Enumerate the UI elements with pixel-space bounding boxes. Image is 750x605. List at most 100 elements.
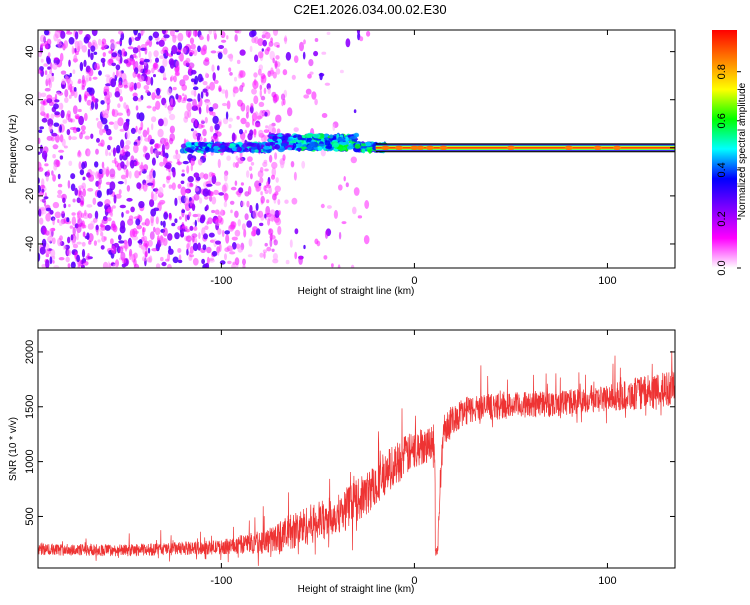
heatmap-cell bbox=[321, 51, 327, 55]
colorbar-ticks: 0.0 0.2 0.4 0.6 0.8 bbox=[716, 64, 741, 276]
heatmap-cell bbox=[60, 70, 67, 75]
heatmap-cell bbox=[52, 144, 59, 149]
heatmap-cell bbox=[128, 251, 132, 261]
heatmap-cell bbox=[337, 264, 341, 268]
heatmap-cell bbox=[153, 50, 159, 58]
heatmap-cell bbox=[272, 193, 277, 201]
heatmap-cell bbox=[133, 161, 140, 166]
heatmap-cell bbox=[240, 102, 246, 112]
heatmap-cell bbox=[373, 142, 377, 146]
figure-title: C2E1.2026.034.00.02.E30 bbox=[293, 2, 446, 17]
heatmap-cell bbox=[137, 73, 141, 79]
heatmap-cell bbox=[117, 112, 123, 116]
heatmap-cell bbox=[40, 206, 46, 211]
heatmap-cell bbox=[259, 84, 263, 91]
heatmap-cell bbox=[200, 214, 206, 222]
heatmap-cell bbox=[115, 64, 121, 71]
heatmap-cell bbox=[130, 127, 136, 134]
spectrogram-y-tick-label: -20 bbox=[24, 188, 36, 204]
heatmap-cell bbox=[124, 178, 127, 185]
heatmap-cell bbox=[197, 45, 201, 53]
signal-peak bbox=[416, 145, 425, 150]
heatmap-cell bbox=[52, 260, 55, 264]
heatmap-cell bbox=[321, 113, 328, 118]
heatmap-cell bbox=[264, 242, 268, 247]
heatmap-cell bbox=[101, 117, 108, 125]
heatmap-cell bbox=[92, 76, 98, 80]
signal-peak bbox=[439, 145, 448, 150]
heatmap-cell bbox=[68, 94, 72, 99]
heatmap-cell bbox=[194, 119, 198, 128]
heatmap-cell bbox=[84, 94, 88, 102]
heatmap-cell bbox=[182, 47, 187, 54]
heatmap-cell bbox=[219, 243, 222, 252]
heatmap-cell bbox=[128, 215, 134, 221]
heatmap-cell bbox=[260, 95, 266, 101]
heatmap-cell bbox=[58, 257, 65, 261]
heatmap-cell bbox=[94, 161, 99, 168]
heatmap-cell bbox=[349, 136, 358, 139]
heatmap-cell bbox=[66, 129, 71, 136]
heatmap-cell bbox=[46, 113, 50, 119]
heatmap-cell bbox=[218, 192, 225, 196]
heatmap-cell bbox=[331, 263, 334, 268]
heatmap-cell bbox=[323, 255, 328, 260]
heatmap-cell bbox=[208, 106, 214, 112]
heatmap-cell bbox=[72, 226, 76, 236]
heatmap-cell bbox=[251, 30, 257, 37]
heatmap-cell bbox=[52, 237, 56, 245]
heatmap-cell bbox=[169, 113, 176, 121]
heatmap-cell bbox=[137, 97, 142, 102]
heatmap-cell bbox=[162, 220, 166, 228]
heatmap-cell bbox=[78, 190, 83, 198]
heatmap-cell bbox=[157, 128, 164, 138]
heatmap-cell bbox=[167, 233, 173, 241]
heatmap-cell bbox=[319, 72, 323, 81]
heatmap-cell bbox=[234, 76, 237, 82]
heatmap-cell bbox=[221, 39, 227, 43]
heatmap-cell bbox=[217, 52, 223, 60]
heatmap-cell bbox=[246, 142, 255, 146]
heatmap-cell bbox=[111, 52, 118, 58]
heatmap-cell bbox=[292, 143, 297, 149]
heatmap-cell bbox=[162, 71, 166, 80]
heatmap-cell bbox=[208, 257, 215, 261]
heatmap-cell bbox=[190, 90, 196, 96]
heatmap-cell bbox=[134, 170, 140, 179]
heatmap-cell bbox=[249, 105, 254, 114]
snr-line bbox=[38, 350, 675, 566]
heatmap-cell bbox=[48, 124, 53, 133]
heatmap-cell bbox=[194, 187, 200, 192]
heatmap-cell bbox=[170, 98, 174, 105]
heatmap-cell bbox=[148, 255, 153, 263]
heatmap-cell bbox=[124, 242, 128, 252]
heatmap-cell bbox=[179, 52, 184, 62]
spectrogram-x-tick-label: 0 bbox=[411, 275, 417, 287]
heatmap-cell bbox=[214, 209, 220, 215]
heatmap-cell bbox=[214, 181, 221, 186]
heatmap-cell bbox=[199, 197, 203, 204]
heatmap-cell bbox=[164, 142, 170, 150]
heatmap-cell bbox=[54, 111, 60, 116]
heatmap-cell bbox=[45, 207, 52, 212]
heatmap-cell bbox=[154, 143, 160, 149]
heatmap-cell bbox=[224, 230, 230, 235]
heatmap-cell bbox=[356, 30, 361, 35]
heatmap-cell bbox=[186, 98, 193, 102]
heatmap-cell bbox=[186, 248, 189, 256]
heatmap-cell bbox=[264, 111, 268, 117]
heatmap-cell bbox=[70, 173, 76, 180]
heatmap-cell bbox=[187, 176, 194, 183]
heatmap-cell bbox=[287, 107, 293, 117]
heatmap-cell bbox=[95, 171, 100, 180]
heatmap-cell bbox=[251, 228, 256, 237]
heatmap-cell bbox=[65, 256, 70, 263]
heatmap-cell bbox=[151, 157, 156, 166]
heatmap-cell bbox=[326, 31, 331, 35]
heatmap-cell bbox=[87, 149, 91, 157]
heatmap-cell bbox=[100, 222, 103, 227]
heatmap-cell bbox=[84, 209, 87, 217]
heatmap-cell bbox=[45, 174, 49, 182]
heatmap-cell bbox=[341, 141, 350, 145]
heatmap-cell bbox=[262, 39, 268, 47]
